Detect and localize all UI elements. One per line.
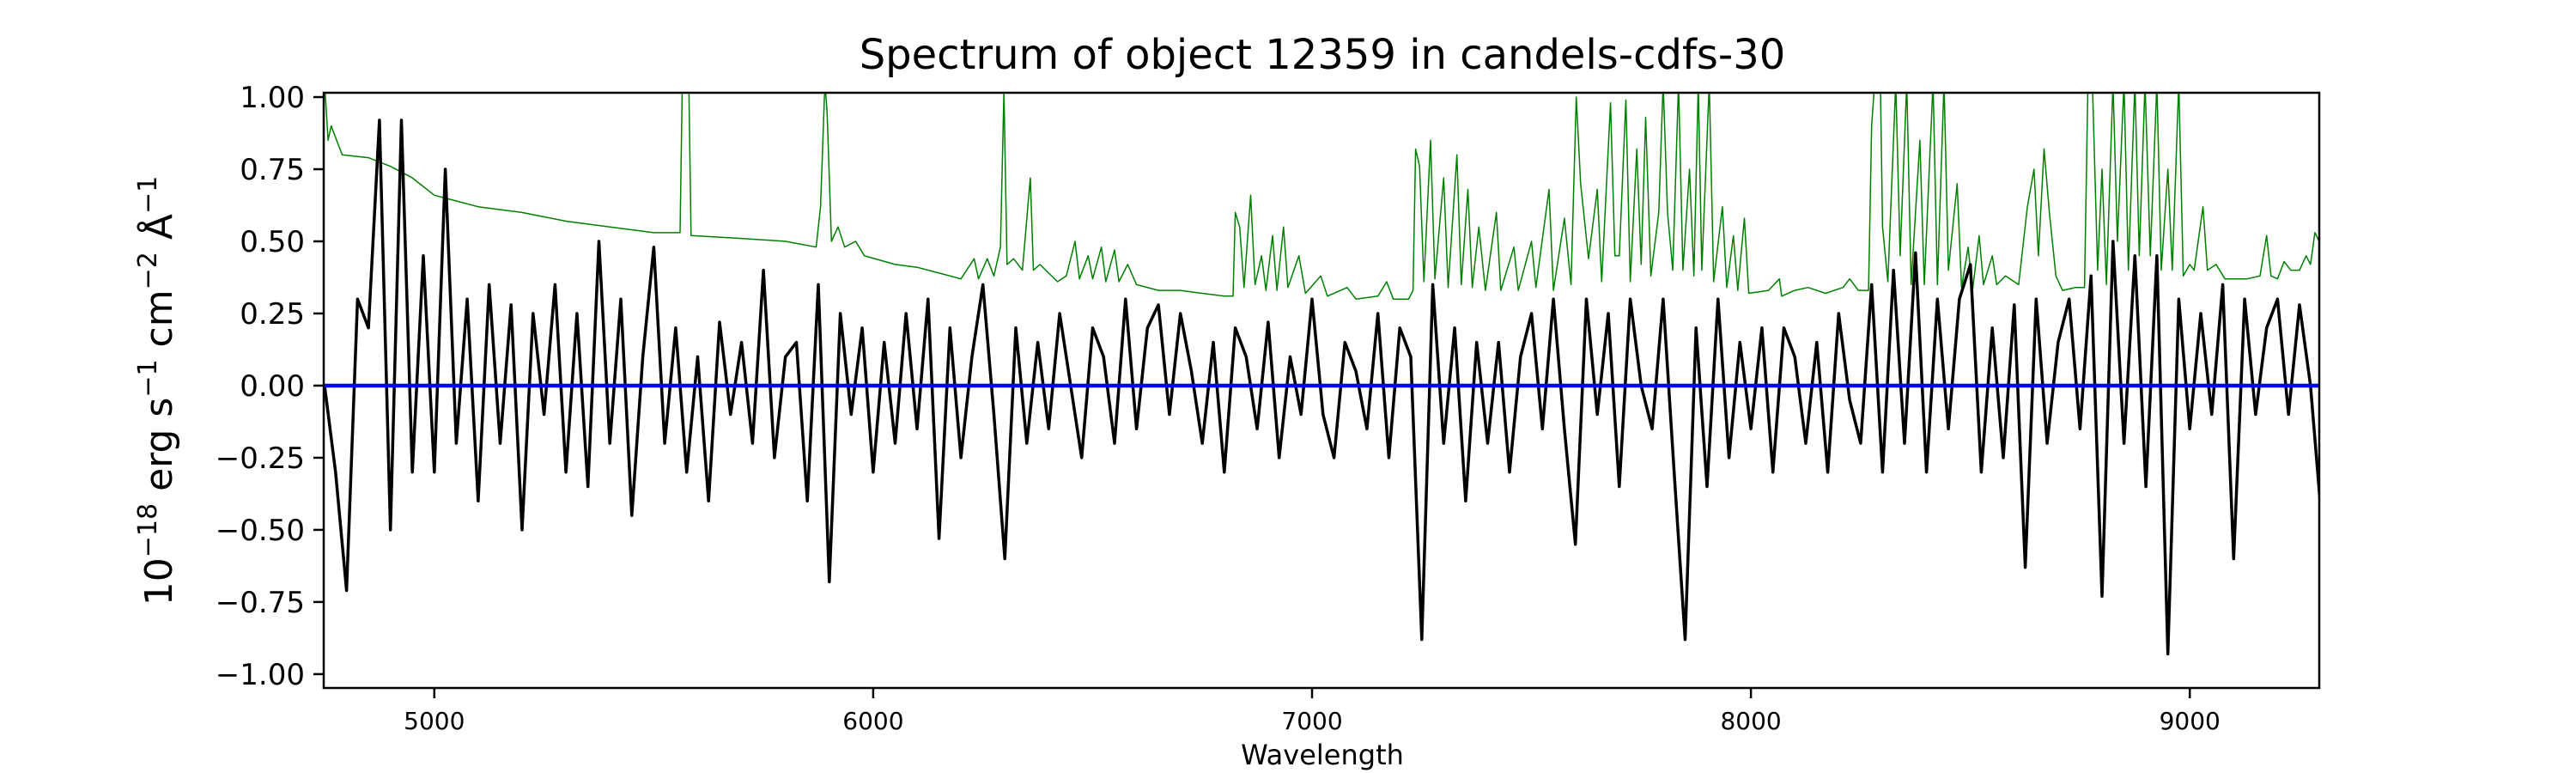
y-axis: 1.00 0.75 0.50 0.25 0.00 −0.25 −0.50 −0.75 −1.00 xyxy=(216,81,324,692)
y-tick-label: −0.50 xyxy=(216,514,305,548)
y-tick-label: −0.75 xyxy=(216,586,305,620)
x-tick-label: 7000 xyxy=(1281,707,1342,735)
y-tick-label: 0.25 xyxy=(240,297,305,332)
y-axis-label: 10−18 erg s−1 cm−2 Å−1 xyxy=(133,176,181,606)
y-tick-label: 1.00 xyxy=(240,81,305,115)
y-tick-label: 0.50 xyxy=(240,225,305,259)
y-tick-label: −1.00 xyxy=(216,658,305,692)
x-axis: 5000 6000 7000 8000 9000 xyxy=(404,688,2221,735)
x-tick-label: 5000 xyxy=(404,707,465,735)
chart-title: Spectrum of object 12359 in candels-cdfs… xyxy=(860,31,1786,79)
error-line xyxy=(324,93,2319,300)
axes-frame xyxy=(322,91,2321,690)
x-axis-label: Wavelength xyxy=(1241,739,1404,771)
plot-area xyxy=(322,91,2321,690)
y-tick-label: 0.00 xyxy=(240,369,305,404)
y-tick-label: −0.25 xyxy=(216,441,305,476)
x-tick-label: 6000 xyxy=(842,707,903,735)
x-tick-label: 8000 xyxy=(1720,707,1781,735)
y-tick-label: 0.75 xyxy=(240,153,305,187)
flux-line xyxy=(324,119,2319,656)
x-tick-label: 9000 xyxy=(2160,707,2221,735)
